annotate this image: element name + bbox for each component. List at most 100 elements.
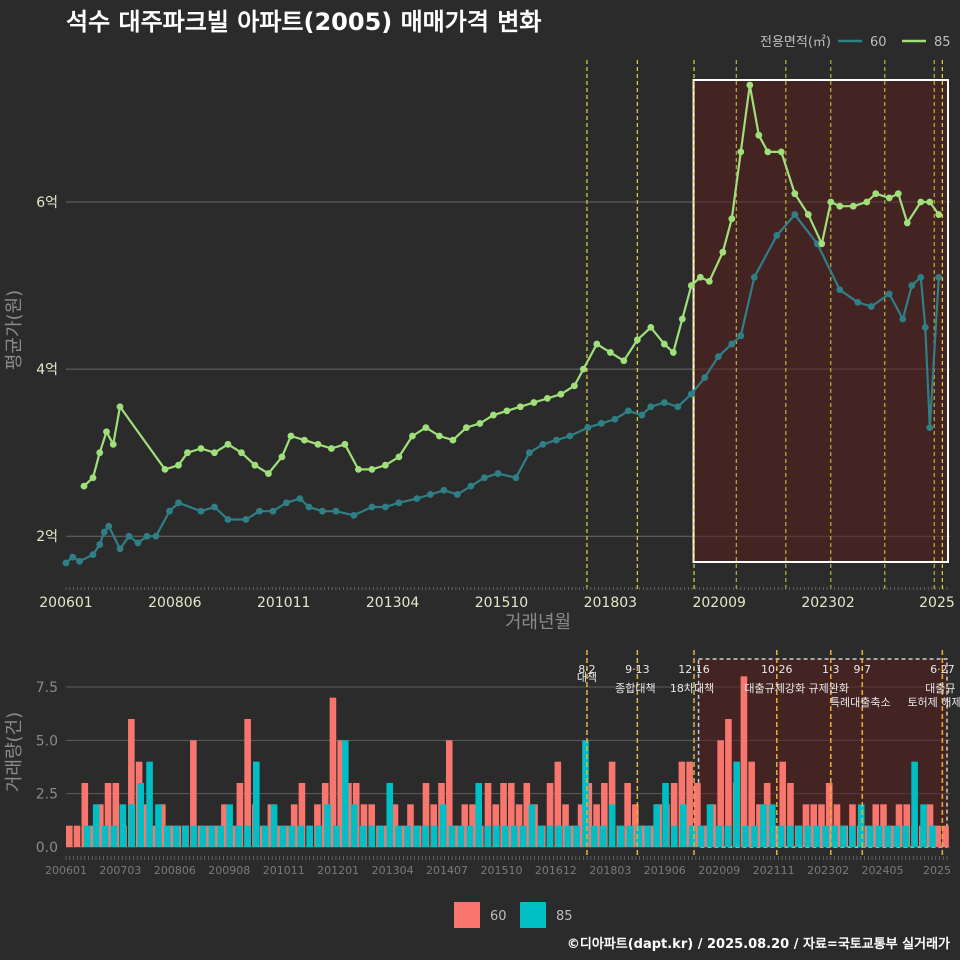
bar-60 [632,804,639,847]
bar-60 [159,804,166,847]
data-point-85 [849,202,857,210]
bar-85 [475,783,483,847]
series-line-60 [65,213,940,564]
bar-85 [395,825,402,847]
data-point-85 [211,449,218,457]
bar-85 [208,825,216,847]
vol-x-tick-label: 200908 [208,864,250,877]
data-point-60 [566,432,574,440]
bar-85 [359,825,367,847]
bar-60 [73,825,81,847]
data-point-60 [674,403,682,411]
bar-60 [508,783,515,847]
bar-85 [902,825,910,847]
bar-85 [626,825,634,847]
data-point-60 [750,273,758,281]
bar-85 [546,825,554,847]
bar-85 [671,825,678,847]
bar-85 [226,804,233,847]
legend-bottom-swatch-85 [520,902,546,928]
vol-x-tick-label: 202009 [698,864,740,877]
bar-85 [528,804,536,847]
event-date: 1·3 [822,663,840,676]
data-point-85 [885,194,893,202]
legend-top: 전용면적(㎡) 60 85 [760,35,951,50]
chart-title: 석수 대주파크빌 아파트(2005) 매매가격 변화 [66,8,541,36]
bar-85 [688,825,696,847]
data-point-85 [449,436,457,444]
data-point-60 [480,474,488,482]
data-point-85 [489,411,497,419]
x-tick-label: 200806 [148,595,202,611]
bar-60 [725,719,732,847]
bar-60 [763,783,771,847]
bar-60 [601,783,608,847]
bar-85 [430,825,438,847]
bar-85 [377,825,385,847]
bar-60 [880,804,887,847]
data-point-85 [314,440,322,448]
bar-60 [802,804,810,847]
bar-60 [422,783,430,847]
data-point-85 [224,440,232,448]
bar-85 [261,825,269,847]
bar-85 [644,825,652,847]
data-point-60 [494,470,502,477]
data-point-60 [728,340,736,348]
data-point-85 [827,198,835,206]
vol-x-tick-label: 201304 [372,864,414,877]
data-point-85 [935,211,943,218]
bar-85 [315,825,322,847]
data-point-85 [579,365,587,373]
bar-60 [453,825,461,847]
bar-85 [333,825,340,847]
data-point-85 [476,420,484,427]
bar-60 [368,804,376,847]
legend-top-label-85: 85 [934,35,951,50]
bar-60 [430,804,438,847]
event-label: 대책 [577,671,597,684]
data-point-60 [426,491,434,498]
data-point-60 [116,545,124,553]
bar-85 [760,804,767,847]
data-point-60 [467,482,475,490]
bar-85 [386,783,394,847]
bar-60 [701,825,709,847]
bar-60 [593,804,600,847]
bar-60 [112,783,120,847]
bar-60 [484,783,492,847]
event-date: 10·26 [761,663,793,676]
bar-85 [270,804,278,847]
bar-85 [564,825,571,847]
data-point-60 [597,420,605,427]
bar-85 [617,825,625,847]
bar-85 [92,804,100,847]
bar-85 [350,804,358,847]
x-tick-label: 201304 [366,595,420,611]
event-label: 토허제 해제 [907,695,960,709]
data-point-85 [80,482,88,490]
data-point-60 [885,290,893,298]
bar-60 [515,804,523,847]
data-point-85 [804,211,812,218]
bar-60 [934,825,942,847]
bar-85 [742,825,749,847]
data-point-60 [921,323,929,331]
legend-top-label-60: 60 [870,35,887,50]
x-tick-label: 201510 [475,595,528,611]
data-point-85 [620,357,628,365]
data-point-60 [539,440,547,448]
bar-85 [751,825,758,847]
data-point-85 [422,424,430,432]
data-point-85 [705,278,713,285]
bar-85 [582,740,589,847]
legend-bottom-label-85: 85 [556,909,573,924]
data-point-85 [669,349,677,356]
event-label: 18차대책 [670,682,714,695]
bar-85 [813,825,821,847]
vol-x-tick-label: 202111 [753,864,795,877]
data-point-85 [755,131,763,139]
bar-60 [585,783,593,847]
vol-x-tick-label: 201011 [263,864,305,877]
bar-60 [779,761,786,847]
